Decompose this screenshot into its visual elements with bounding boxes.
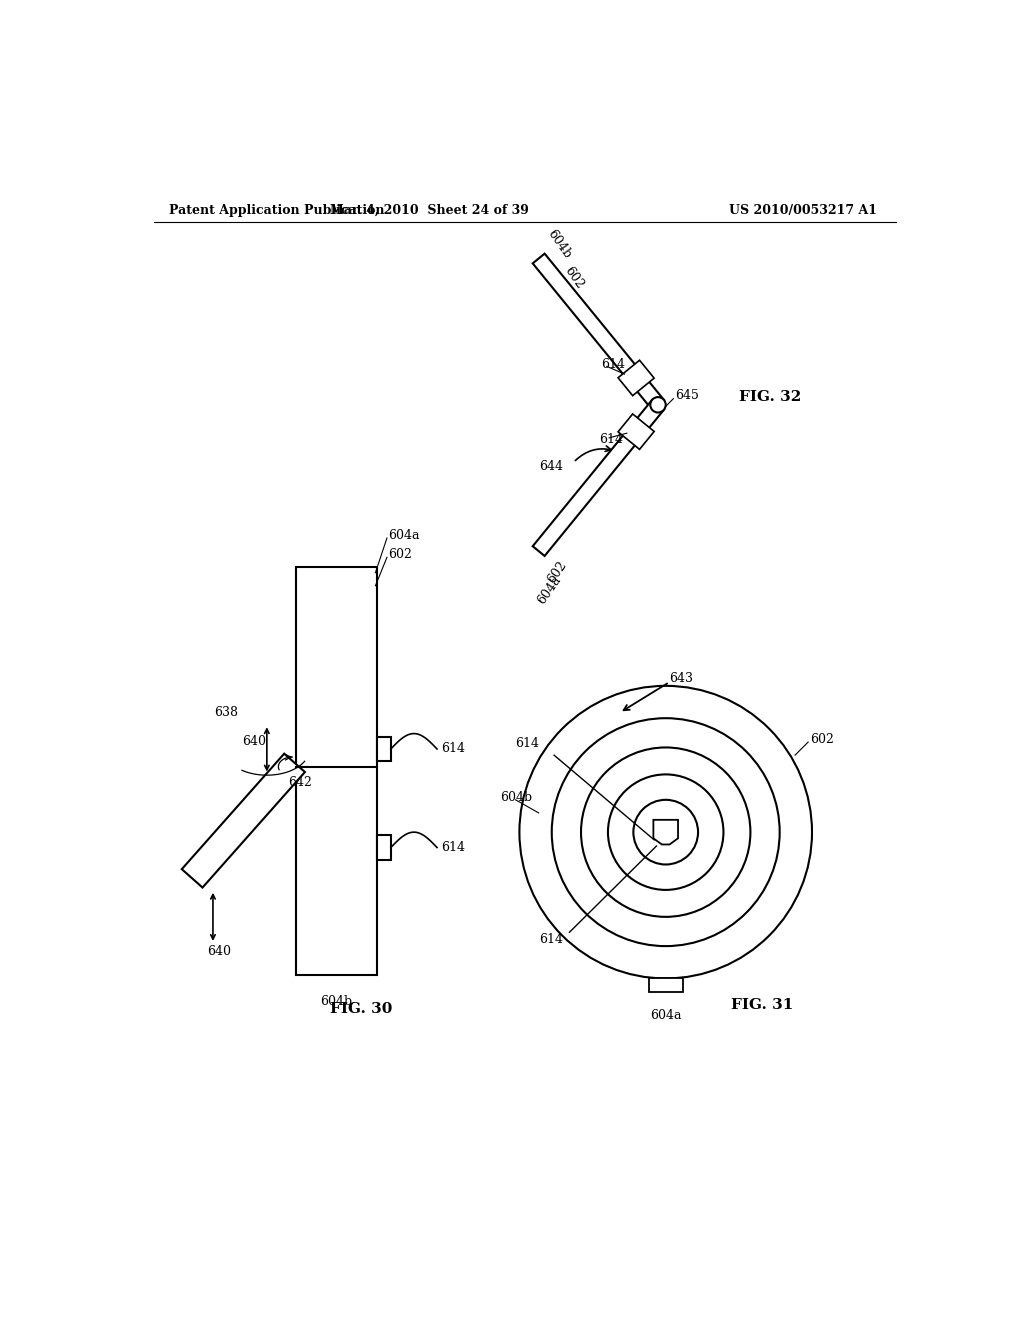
Polygon shape — [653, 820, 678, 845]
Text: 604b: 604b — [321, 995, 352, 1008]
Text: 604a: 604a — [388, 529, 420, 543]
Text: 640: 640 — [243, 735, 266, 748]
Text: FIG. 30: FIG. 30 — [331, 1002, 393, 1016]
Text: Patent Application Publication: Patent Application Publication — [169, 205, 385, 218]
Circle shape — [650, 397, 666, 413]
Bar — [296, 566, 377, 974]
Text: FIG. 32: FIG. 32 — [738, 391, 801, 404]
Text: 645: 645 — [675, 389, 698, 403]
Polygon shape — [532, 400, 664, 556]
Text: 602: 602 — [545, 560, 569, 586]
Text: 614: 614 — [441, 841, 465, 854]
Text: 638: 638 — [214, 706, 238, 719]
Text: 602: 602 — [810, 733, 835, 746]
Bar — [649, 978, 683, 993]
Bar — [377, 737, 391, 762]
Text: 614: 614 — [601, 358, 626, 371]
Text: US 2010/0053217 A1: US 2010/0053217 A1 — [729, 205, 878, 218]
Bar — [377, 836, 391, 859]
Text: Mar. 4, 2010  Sheet 24 of 39: Mar. 4, 2010 Sheet 24 of 39 — [330, 205, 528, 218]
Text: 604b: 604b — [545, 228, 573, 261]
Polygon shape — [532, 253, 664, 409]
Polygon shape — [618, 414, 654, 449]
Polygon shape — [618, 360, 654, 396]
Text: 614: 614 — [441, 742, 465, 755]
Text: 604b: 604b — [500, 791, 532, 804]
Text: 602: 602 — [562, 264, 586, 292]
Text: 602: 602 — [388, 548, 413, 561]
Text: 604a: 604a — [650, 1008, 681, 1022]
Text: 614: 614 — [599, 433, 624, 446]
Text: 644: 644 — [539, 459, 562, 473]
Text: 643: 643 — [670, 672, 693, 685]
Text: 614: 614 — [539, 933, 562, 946]
Polygon shape — [182, 754, 305, 887]
Text: 614: 614 — [515, 737, 540, 750]
Text: FIG. 31: FIG. 31 — [731, 998, 794, 1012]
Text: 642: 642 — [289, 776, 312, 788]
Text: 640: 640 — [208, 945, 231, 958]
Text: 604a: 604a — [535, 573, 563, 606]
